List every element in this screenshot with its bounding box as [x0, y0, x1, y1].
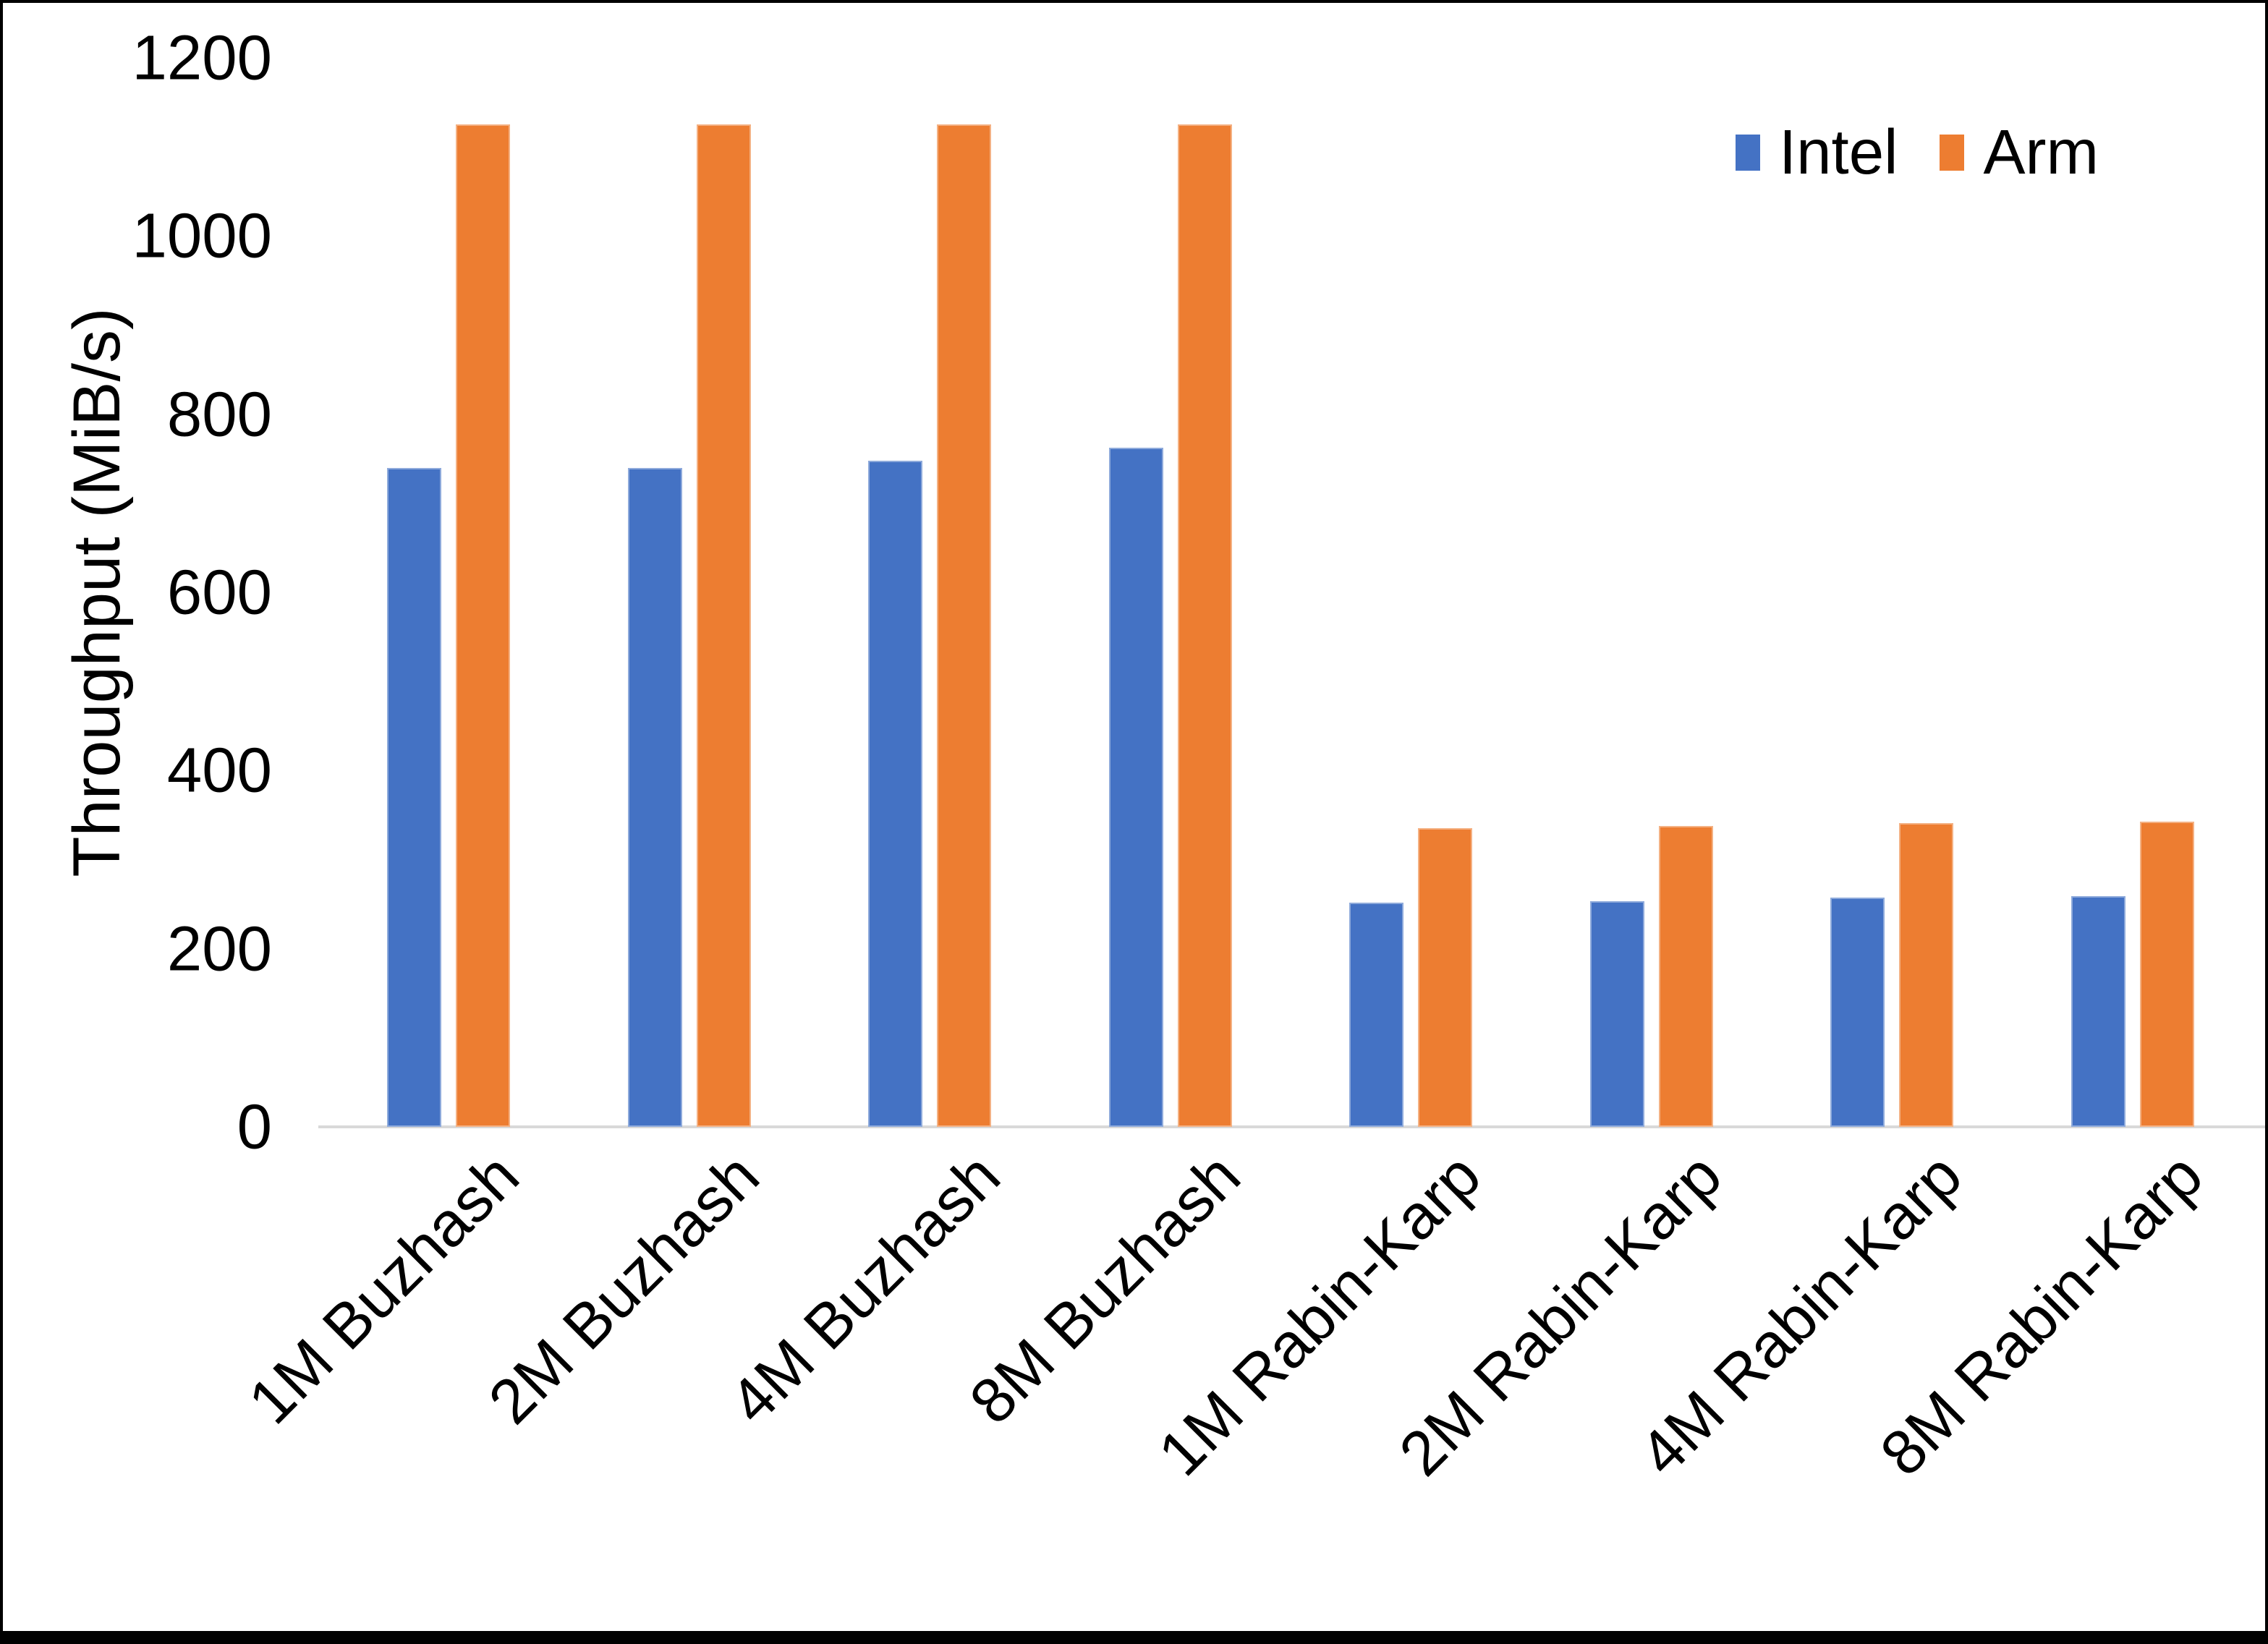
bar-intel-5: [1349, 902, 1404, 1127]
bar-group-5: 1M Rabin-Karp: [1145, 58, 1532, 1489]
bar-arm-6: [1658, 825, 1713, 1127]
bar-intel-4: [1108, 448, 1163, 1127]
legend: Intel Arm: [1736, 121, 2099, 184]
bar-arm-4: [1177, 124, 1232, 1127]
bar-intel-2: [627, 467, 682, 1127]
legend-swatch-intel: [1736, 134, 1760, 171]
bar-intel-1: [387, 467, 442, 1127]
bar-groups: 1M Buzhash 2M Buzhash 4M Buzhash 8M Buzhash…: [235, 58, 2254, 1489]
bar-intel-3: [868, 460, 923, 1127]
bar-group-8: 8M Rabin-Karp: [1866, 58, 2254, 1489]
legend-label-intel: Intel: [1779, 117, 1898, 187]
y-axis-tick-labels: 0 200 400 600 800 1000 1200: [33, 27, 272, 1159]
bar-intel-8: [2070, 896, 2125, 1127]
y-tick-label: 1200: [132, 22, 272, 93]
bar-arm-3: [937, 124, 992, 1127]
bar-group-3: 4M Buzhash: [716, 58, 1050, 1437]
bar-intel-7: [1830, 898, 1885, 1127]
legend-item-intel: Intel: [1736, 121, 1898, 184]
bar-group-4: 8M Buzhash: [956, 58, 1291, 1437]
legend-label-arm: Arm: [1983, 117, 2099, 187]
legend-item-arm: Arm: [1940, 117, 2099, 187]
y-tick-label: 400: [166, 735, 272, 806]
bar-group-7: 4M Rabin-Karp: [1626, 58, 2013, 1489]
x-axis-line: [318, 1125, 2265, 1128]
bar-arm-5: [1418, 828, 1473, 1127]
bar-group-6: 2M Rabin-Karp: [1385, 58, 1772, 1489]
plot-area: 0 200 400 600 800 1000 1200 1M Buzhash 2M Buzha…: [132, 27, 2265, 1489]
y-tick-label: 800: [166, 379, 272, 450]
y-tick-label: 0: [237, 1091, 272, 1162]
bar-arm-7: [1899, 823, 1954, 1127]
bar-arm-8: [2139, 821, 2194, 1127]
bar-intel-6: [1589, 901, 1644, 1127]
y-tick-label: 600: [166, 557, 272, 628]
bar-arm-2: [696, 124, 751, 1127]
bar-group-2: 2M Buzhash: [475, 58, 810, 1437]
legend-swatch-arm: [1940, 134, 1965, 171]
y-tick-label: 1000: [132, 200, 272, 271]
bar-group-1: 1M Buzhash: [235, 58, 569, 1437]
y-tick-label: 200: [166, 913, 272, 984]
bar-arm-1: [456, 124, 511, 1127]
